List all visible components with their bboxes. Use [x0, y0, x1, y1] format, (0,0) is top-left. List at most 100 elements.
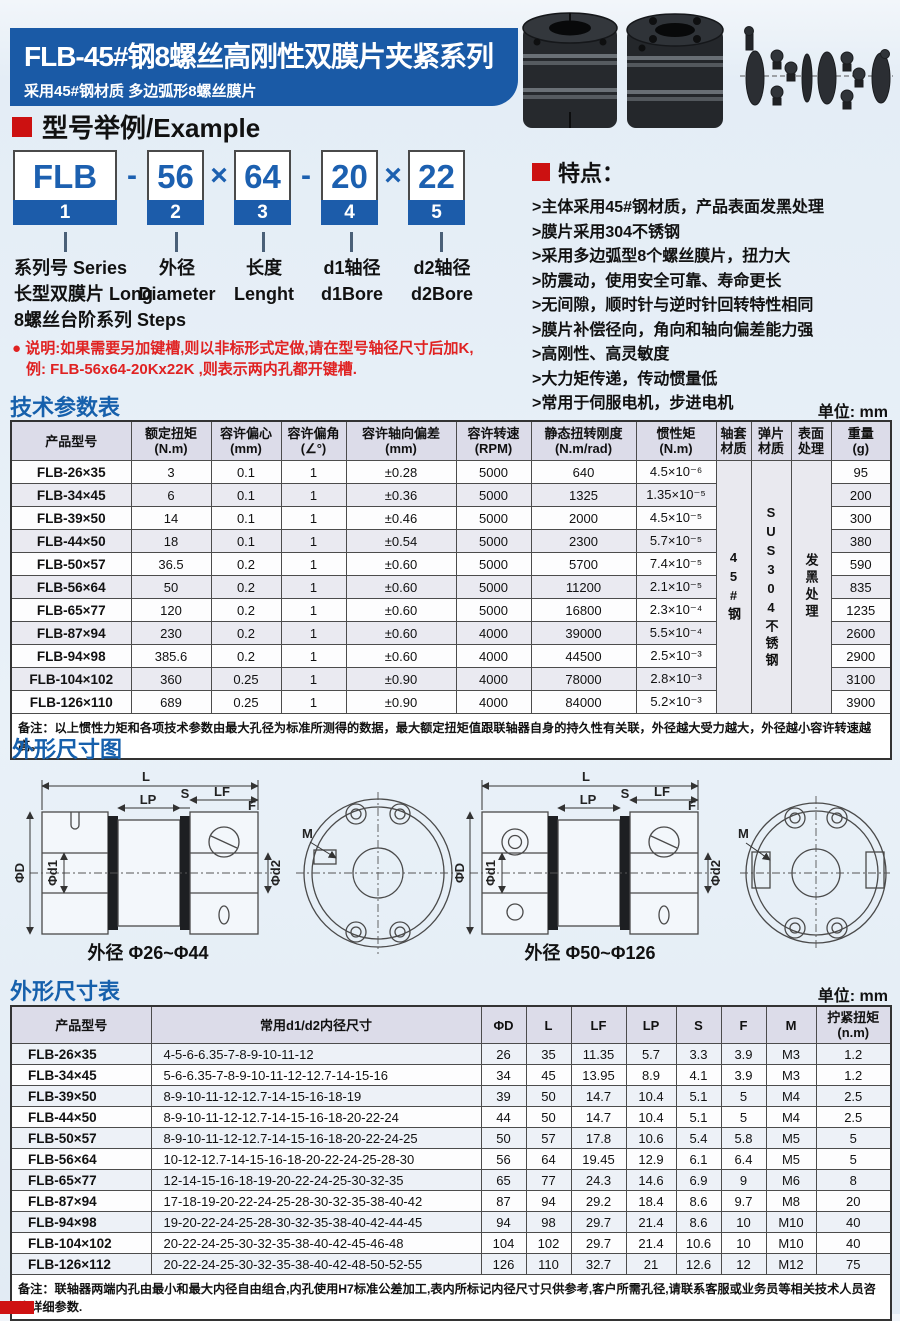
value-cell: 50	[525, 1085, 572, 1107]
value-cell: 3.9	[720, 1043, 767, 1065]
svg-text:LP: LP	[140, 792, 157, 807]
value-cell: ±0.60	[345, 575, 457, 599]
bore-sizes-cell: 10-12-12.7-14-15-16-18-20-22-24-25-28-30	[150, 1148, 482, 1170]
value-cell: 0.2	[210, 598, 282, 622]
dim-drawing-title: 外形尺寸图	[12, 737, 123, 762]
value-cell: 5000	[455, 575, 532, 599]
value-cell: 50	[480, 1127, 527, 1149]
value-cell: 39000	[530, 621, 637, 645]
value-cell: 4.5×10⁻⁶	[635, 460, 717, 484]
column-header: 容许轴向偏差 (mm)	[345, 420, 457, 461]
value-cell: 3.3	[675, 1043, 722, 1065]
tech-footnote-row: 备注：以上惯性力矩和各项技术参数由最大孔径为标准所测得的数据，最大额定扭矩值跟联…	[10, 713, 892, 760]
model-segment-diameter: 56 2	[147, 150, 204, 225]
value-cell: M6	[765, 1169, 817, 1191]
value-cell: 56	[480, 1148, 527, 1170]
model-cell: FLB-65×77	[10, 598, 132, 622]
value-cell: 18	[130, 529, 212, 553]
value-cell: 1	[280, 690, 347, 714]
value-cell: 1	[280, 460, 347, 484]
model-cell: FLB-104×102	[10, 1232, 152, 1254]
feature-item: >膜片采用304不锈钢	[532, 223, 681, 241]
value-cell: 24.3	[570, 1169, 627, 1191]
value-cell: 11.35	[570, 1043, 627, 1065]
value-cell: M8	[765, 1190, 817, 1212]
value-cell: 10.6	[625, 1127, 677, 1149]
value-cell: 110	[525, 1253, 572, 1275]
model-cell: FLB-126×112	[10, 1253, 152, 1275]
value-cell: 5.4	[675, 1127, 722, 1149]
value-cell: 10.6	[675, 1232, 722, 1254]
value-cell: 19.45	[570, 1148, 627, 1170]
value-cell: M10	[765, 1211, 817, 1233]
model-cell: FLB-44×50	[10, 529, 132, 553]
value-cell: 2000	[530, 506, 637, 530]
model-cell: FLB-34×45	[10, 1064, 152, 1086]
model-code-row: FLB 1 - 56 2 × 64 3 - 20 4 × 22 5	[13, 150, 465, 225]
bore-sizes-cell: 20-22-24-25-30-32-35-38-40-42-45-46-48	[150, 1232, 482, 1254]
value-cell: 8	[815, 1169, 892, 1191]
value-cell: 0.25	[210, 690, 282, 714]
value-cell: 5.7	[625, 1043, 677, 1065]
column-header: 容许偏角 (∠°)	[280, 420, 347, 461]
keyway-note: ● 说明:如果需要另加键槽,则以非标形式定做,请在型号轴径尺寸后加K, 例: F…	[12, 340, 474, 378]
value-cell: 12.9	[625, 1148, 677, 1170]
table-row: FLB-126×112 20-22-24-25-30-32-35-38-40-42…	[10, 1253, 892, 1275]
value-cell: M3	[765, 1064, 817, 1086]
segment-number: 2	[147, 200, 204, 225]
tech-unit-label: 单位: mm	[817, 404, 888, 421]
model-cell: FLB-65×77	[10, 1169, 152, 1191]
value-cell: 5000	[455, 483, 532, 507]
svg-text:F: F	[248, 798, 256, 813]
front-view-large: M	[738, 796, 890, 950]
value-cell: M3	[765, 1043, 817, 1065]
value-cell: 57	[525, 1127, 572, 1149]
value-cell: 0.2	[210, 621, 282, 645]
table-row: FLB-65×77 12-14-15-16-18-19-20-22-24-25-3…	[10, 1169, 892, 1191]
svg-text:L: L	[142, 769, 150, 784]
value-cell: 5000	[455, 529, 532, 553]
value-cell: 1	[280, 529, 347, 553]
model-cell: FLB-34×45	[10, 483, 132, 507]
table-row: FLB-65×77 120 0.2 1 ±0.60 5000 16800 2.3×10⁻⁴ 12…	[10, 598, 892, 622]
segment-value: 56	[147, 150, 204, 200]
value-cell: 94	[480, 1211, 527, 1233]
value-cell: 2600	[830, 621, 892, 645]
value-cell: 34	[480, 1064, 527, 1086]
value-cell: 21.4	[625, 1211, 677, 1233]
table-row: FLB-39×50 14 0.1 1 ±0.46 5000 2000 4.5×10⁻⁵ 300	[10, 506, 892, 530]
value-cell: 1	[280, 552, 347, 576]
table-row: FLB-104×102 360 0.25 1 ±0.90 4000 78000 2.8×10⁻…	[10, 667, 892, 691]
svg-text:ΦD: ΦD	[12, 863, 27, 883]
segment-value: 20	[321, 150, 378, 200]
logo-mark	[0, 1301, 34, 1314]
value-cell: 87	[480, 1190, 527, 1212]
value-cell: 104	[480, 1232, 527, 1254]
value-cell: 2.5	[815, 1085, 892, 1107]
value-cell: ±0.46	[345, 506, 457, 530]
separator-times: ×	[384, 159, 402, 192]
value-cell: 36.5	[130, 552, 212, 576]
feature-item: >主体采用45#钢材质，产品表面发黑处理	[532, 199, 825, 216]
value-cell: 75	[815, 1253, 892, 1275]
feature-item: >膜片补偿径向，角向和轴向偏差能力强	[532, 321, 814, 339]
value-cell: 0.1	[210, 529, 282, 553]
value-cell: 78000	[530, 667, 637, 691]
value-cell: 5.2×10⁻³	[635, 690, 717, 714]
value-cell: 50	[525, 1106, 572, 1128]
value-cell: 18.4	[625, 1190, 677, 1212]
table-row: FLB-126×110 689 0.25 1 ±0.90 4000 84000 5.2×10⁻…	[10, 690, 892, 714]
svg-text:LF: LF	[654, 784, 670, 799]
value-cell: 1	[280, 483, 347, 507]
features-panel: 特点： >主体采用45#钢材质，产品表面发黑处理 >膜片采用304不锈钢 >采用多边…	[532, 156, 898, 417]
value-cell: 5000	[455, 506, 532, 530]
features-heading: 特点：	[532, 156, 898, 188]
column-header: LP	[625, 1005, 677, 1044]
red-square-icon	[12, 116, 32, 137]
value-cell: 590	[830, 552, 892, 576]
model-cell: FLB-87×94	[10, 621, 132, 645]
value-cell: 4000	[455, 621, 532, 645]
value-cell: 5	[720, 1085, 767, 1107]
value-cell: 26	[480, 1043, 527, 1065]
table-row: FLB-34×45 5-6-6.35-7-8-9-10-11-12-12.7-14…	[10, 1064, 892, 1086]
